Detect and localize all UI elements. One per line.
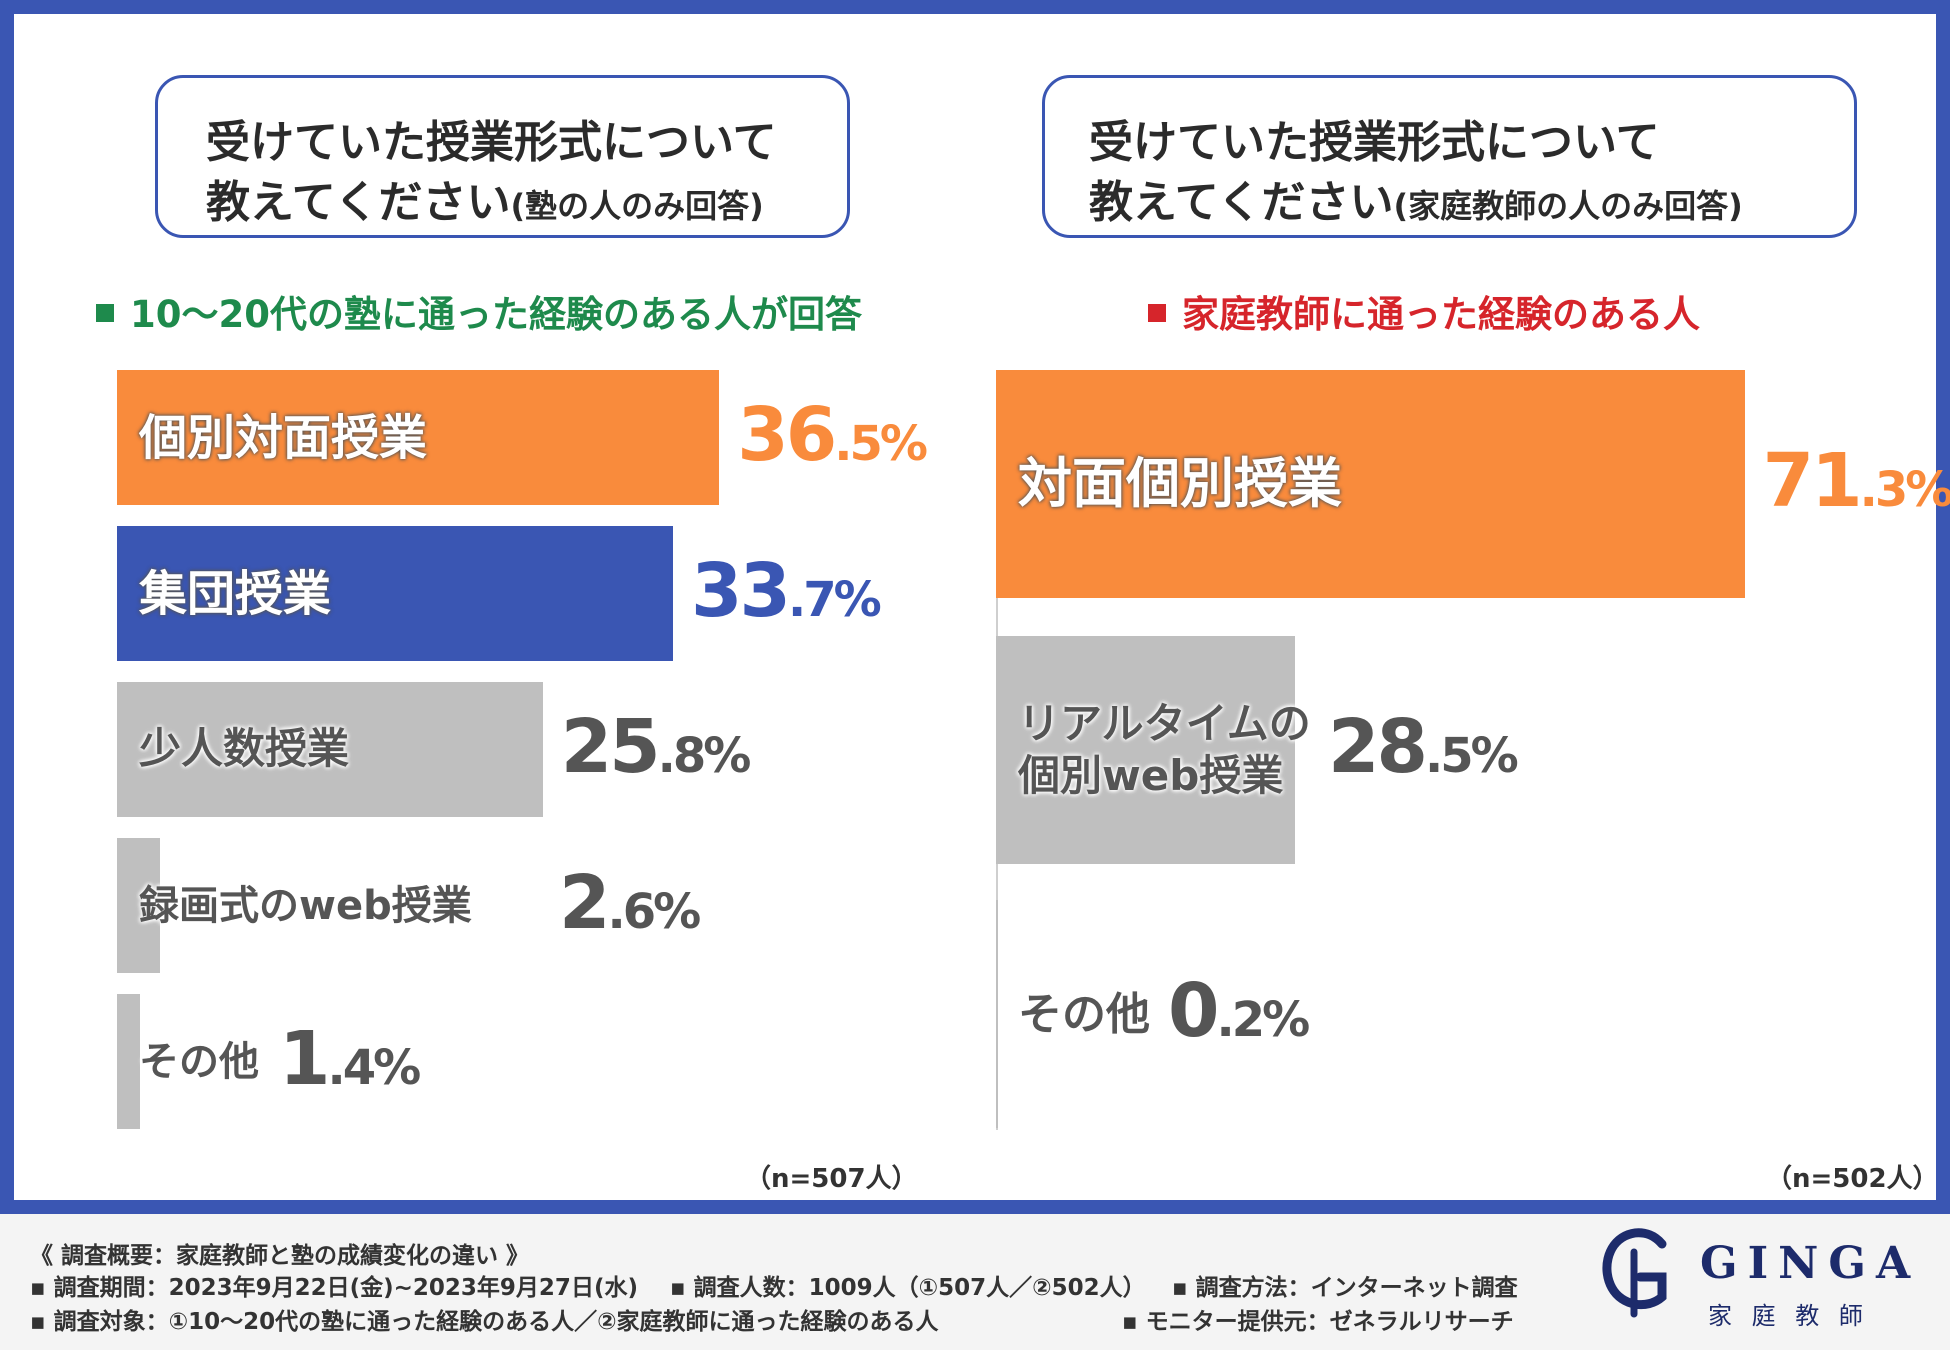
right-title-line2-main: 教えてください: [1089, 177, 1394, 228]
left-subhead-text: 10〜20代の塾に通った経験のある人が回答: [130, 293, 862, 336]
bar-label: 集団授業: [139, 565, 332, 622]
value-dec: .5%: [1424, 728, 1519, 784]
value-dec: .3%: [1859, 462, 1950, 518]
red-square-icon: [1148, 303, 1166, 322]
value-label: 33.7%: [691, 547, 882, 634]
ginga-logo-icon: [1602, 1228, 1667, 1318]
left-n-label: （n=507人）: [745, 1164, 918, 1194]
logo-brand: GINGA: [1700, 1238, 1921, 1289]
left-title-line1: 受けていた授業形式について: [206, 117, 777, 168]
footer: [0, 1200, 1950, 1350]
bar-label: リアルタイムの 個別web授業: [1018, 698, 1311, 801]
right-title-line2-sub: (家庭教師の人のみ回答): [1393, 187, 1743, 225]
value-dec: .4%: [327, 1039, 422, 1096]
bar-label: 録画式のweb授業: [139, 882, 472, 929]
value-int: 0: [1168, 968, 1219, 1054]
bar-label: その他: [139, 1038, 259, 1085]
bar: [117, 838, 160, 973]
value-label: 2.6%: [559, 859, 702, 946]
logo-sub: 家 庭 教 師: [1708, 1302, 1869, 1330]
value-dec: .8%: [657, 727, 752, 784]
value-label: 36.5%: [737, 391, 928, 478]
bar: [996, 636, 1296, 864]
left-title-box: 受けていた授業形式について 教えてください(塾の人のみ回答): [155, 75, 850, 238]
bar: [117, 370, 720, 505]
value-dec: .2%: [1216, 992, 1311, 1048]
footer-line2c: ▪ 調査方法：インターネット調査: [1172, 1275, 1518, 1301]
right-subhead: 家庭教師に通った経験のある人: [1148, 284, 1700, 338]
bar: [996, 900, 999, 1128]
footer-line2a: ▪ 調査期間：2023年9月22日(金)~2023年9月27日(水): [30, 1275, 638, 1301]
bar-label: その他: [1018, 988, 1150, 1040]
right-title-box: 受けていた授業形式について 教えてください(家庭教師の人のみ回答): [1042, 75, 1857, 238]
left-title-line2: 教えてください(塾の人のみ回答): [206, 166, 764, 230]
right-subhead-text: 家庭教師に通った経験のある人: [1182, 293, 1700, 336]
value-int: 36: [737, 391, 837, 478]
footer-line3b: ▪ モニター提供元：ゼネラルリサーチ: [1122, 1309, 1514, 1335]
value-dec: .6%: [607, 883, 702, 940]
value-label: 0.2%: [1168, 968, 1311, 1054]
bar: [117, 994, 141, 1129]
value-int: 1: [279, 1015, 330, 1102]
bar: [996, 370, 1745, 598]
value-label: 28.5%: [1328, 704, 1519, 790]
bar-label: 少人数授業: [139, 724, 350, 774]
left-title-line2-sub: (塾の人のみ回答): [510, 187, 764, 225]
left-subhead: 10〜20代の塾に通った経験のある人が回答: [96, 284, 862, 338]
value-int: 2: [559, 859, 610, 946]
bar-label: 対面個別授業: [1018, 452, 1342, 516]
value-int: 71: [1762, 438, 1863, 524]
value-int: 28: [1328, 704, 1428, 790]
footer-line2b: ▪ 調査人数：1009人（①507人／②502人）: [670, 1275, 1146, 1301]
value-label: 25.8%: [560, 703, 752, 790]
green-square-icon: [96, 303, 114, 322]
value-int: 25: [560, 703, 661, 790]
value-label: 71.3%: [1763, 438, 1950, 524]
footer-line3a: ▪ 調査対象：①10〜20代の塾に通った経験のある人／②家庭教師に通った経験のあ…: [30, 1309, 939, 1335]
right-title-line1: 受けていた授業形式について: [1089, 117, 1660, 168]
right-n-label: （n=502人）: [1766, 1164, 1939, 1194]
value-label: 1.4%: [279, 1015, 422, 1102]
bar-label: 個別対面授業: [139, 409, 428, 466]
left-title-line2-main: 教えてください: [206, 177, 511, 228]
value-dec: .7%: [788, 571, 882, 628]
right-title-line2: 教えてください(家庭教師の人のみ回答): [1089, 166, 1743, 230]
bar: [117, 682, 543, 817]
value-dec: .5%: [834, 415, 928, 472]
footer-line1: 《 調査概要：家庭教師と塾の成績変化の違い 》: [30, 1243, 530, 1269]
bar: [117, 526, 674, 661]
value-int: 33: [691, 547, 791, 634]
